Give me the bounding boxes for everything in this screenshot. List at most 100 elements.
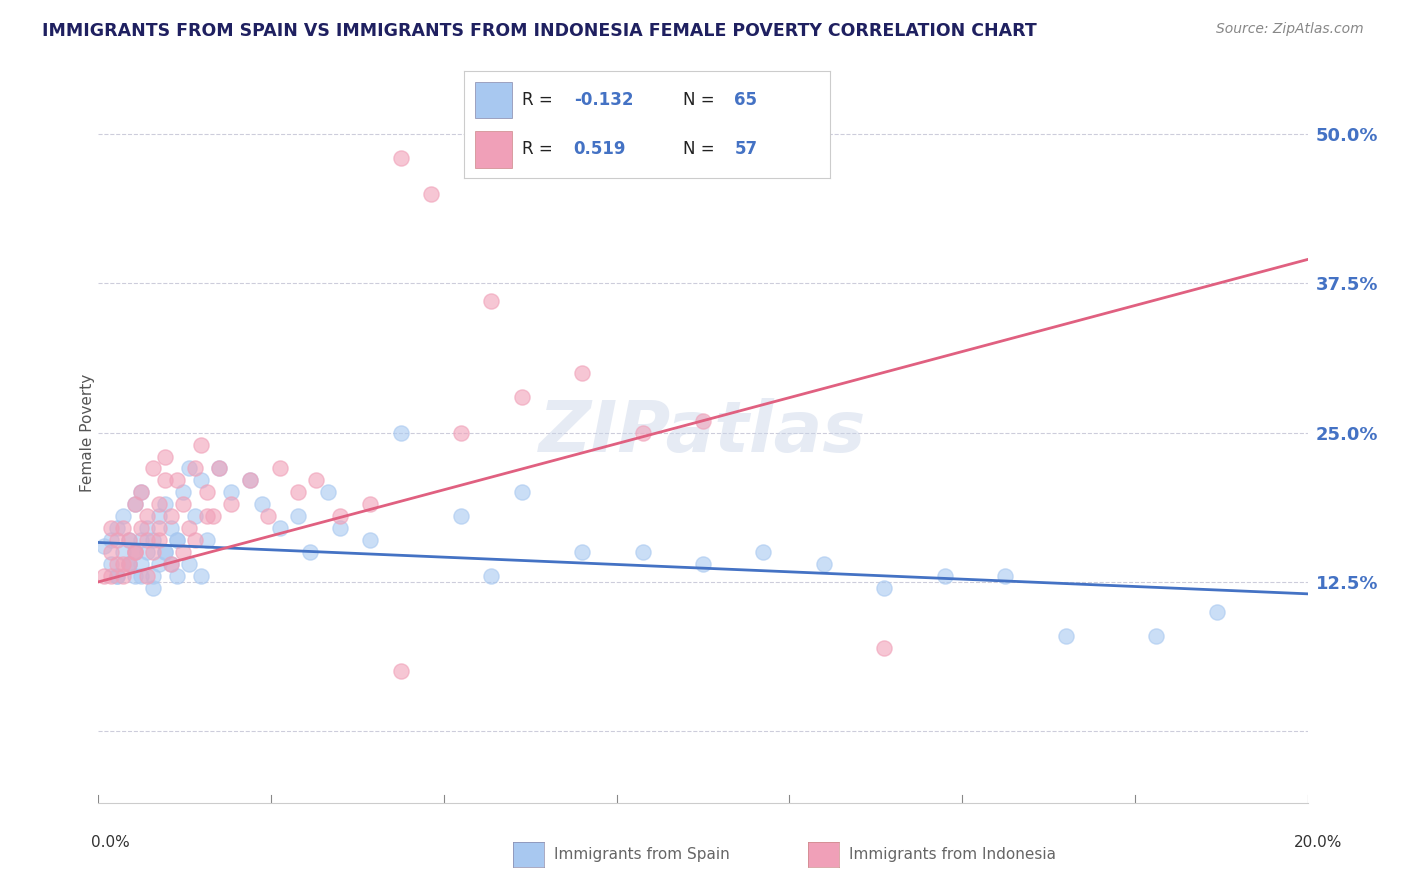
Point: [239, 474, 262, 488]
Point: [118, 557, 141, 571]
Point: [142, 533, 165, 547]
Point: [631, 545, 654, 559]
Point: [813, 557, 835, 571]
Point: [166, 533, 188, 547]
Point: [208, 461, 231, 475]
Text: N =: N =: [683, 91, 720, 109]
Point: [148, 533, 170, 547]
Point: [1206, 605, 1229, 619]
Point: [135, 569, 157, 583]
Point: [299, 545, 322, 559]
Point: [105, 569, 128, 583]
Point: [142, 545, 165, 559]
Point: [148, 557, 170, 571]
Point: [105, 533, 128, 547]
Point: [360, 497, 382, 511]
Point: [172, 545, 194, 559]
Point: [287, 509, 309, 524]
Point: [129, 485, 152, 500]
Point: [360, 533, 382, 547]
Bar: [475, 82, 512, 119]
Point: [510, 390, 533, 404]
Point: [135, 509, 157, 524]
Point: [208, 461, 231, 475]
Point: [389, 425, 412, 440]
Point: [153, 450, 176, 464]
Point: [160, 521, 183, 535]
Text: 0.0%: 0.0%: [91, 836, 131, 850]
Point: [269, 461, 291, 475]
Point: [184, 509, 207, 524]
Point: [148, 509, 170, 524]
Point: [329, 521, 352, 535]
Point: [184, 461, 207, 475]
Point: [111, 569, 134, 583]
Point: [934, 569, 956, 583]
Point: [450, 425, 472, 440]
Text: 20.0%: 20.0%: [1295, 836, 1343, 850]
Point: [450, 509, 472, 524]
Point: [172, 497, 194, 511]
Point: [118, 533, 141, 547]
Point: [389, 665, 412, 679]
Point: [329, 509, 352, 524]
Point: [692, 414, 714, 428]
Text: Immigrants from Indonesia: Immigrants from Indonesia: [849, 847, 1056, 862]
Point: [100, 569, 122, 583]
Point: [105, 569, 128, 583]
Point: [287, 485, 309, 500]
Point: [221, 497, 243, 511]
Text: Immigrants from Spain: Immigrants from Spain: [554, 847, 730, 862]
Point: [250, 497, 273, 511]
Text: 0.519: 0.519: [574, 141, 626, 159]
Point: [481, 569, 503, 583]
Point: [195, 533, 218, 547]
Point: [105, 521, 128, 535]
Point: [873, 640, 896, 655]
Point: [129, 521, 152, 535]
Point: [752, 545, 775, 559]
Point: [129, 557, 152, 571]
Point: [118, 557, 141, 571]
Point: [118, 533, 141, 547]
Point: [256, 509, 278, 524]
Point: [111, 557, 134, 571]
Point: [148, 497, 170, 511]
Point: [172, 485, 194, 500]
Point: [221, 485, 243, 500]
Point: [129, 485, 152, 500]
Text: N =: N =: [683, 141, 720, 159]
Point: [160, 557, 183, 571]
Point: [166, 533, 188, 547]
Point: [190, 437, 212, 451]
Text: IMMIGRANTS FROM SPAIN VS IMMIGRANTS FROM INDONESIA FEMALE POVERTY CORRELATION CH: IMMIGRANTS FROM SPAIN VS IMMIGRANTS FROM…: [42, 22, 1038, 40]
Point: [153, 545, 176, 559]
Y-axis label: Female Poverty: Female Poverty: [80, 374, 94, 491]
Point: [420, 186, 443, 201]
Point: [571, 366, 593, 380]
Point: [190, 569, 212, 583]
Point: [316, 485, 339, 500]
Point: [142, 569, 165, 583]
Text: ZIPatlas: ZIPatlas: [540, 398, 866, 467]
Point: [135, 521, 157, 535]
Point: [389, 151, 412, 165]
Point: [179, 461, 201, 475]
Point: [153, 545, 176, 559]
Point: [631, 425, 654, 440]
Point: [142, 581, 165, 595]
Bar: [475, 131, 512, 168]
Text: -0.132: -0.132: [574, 91, 633, 109]
Point: [160, 557, 183, 571]
Point: [166, 474, 188, 488]
Point: [305, 474, 328, 488]
Point: [111, 509, 134, 524]
Point: [153, 474, 176, 488]
Text: Source: ZipAtlas.com: Source: ZipAtlas.com: [1216, 22, 1364, 37]
Point: [100, 545, 122, 559]
Point: [148, 521, 170, 535]
Point: [93, 539, 115, 553]
Point: [124, 497, 146, 511]
Point: [1144, 629, 1167, 643]
Point: [129, 569, 152, 583]
